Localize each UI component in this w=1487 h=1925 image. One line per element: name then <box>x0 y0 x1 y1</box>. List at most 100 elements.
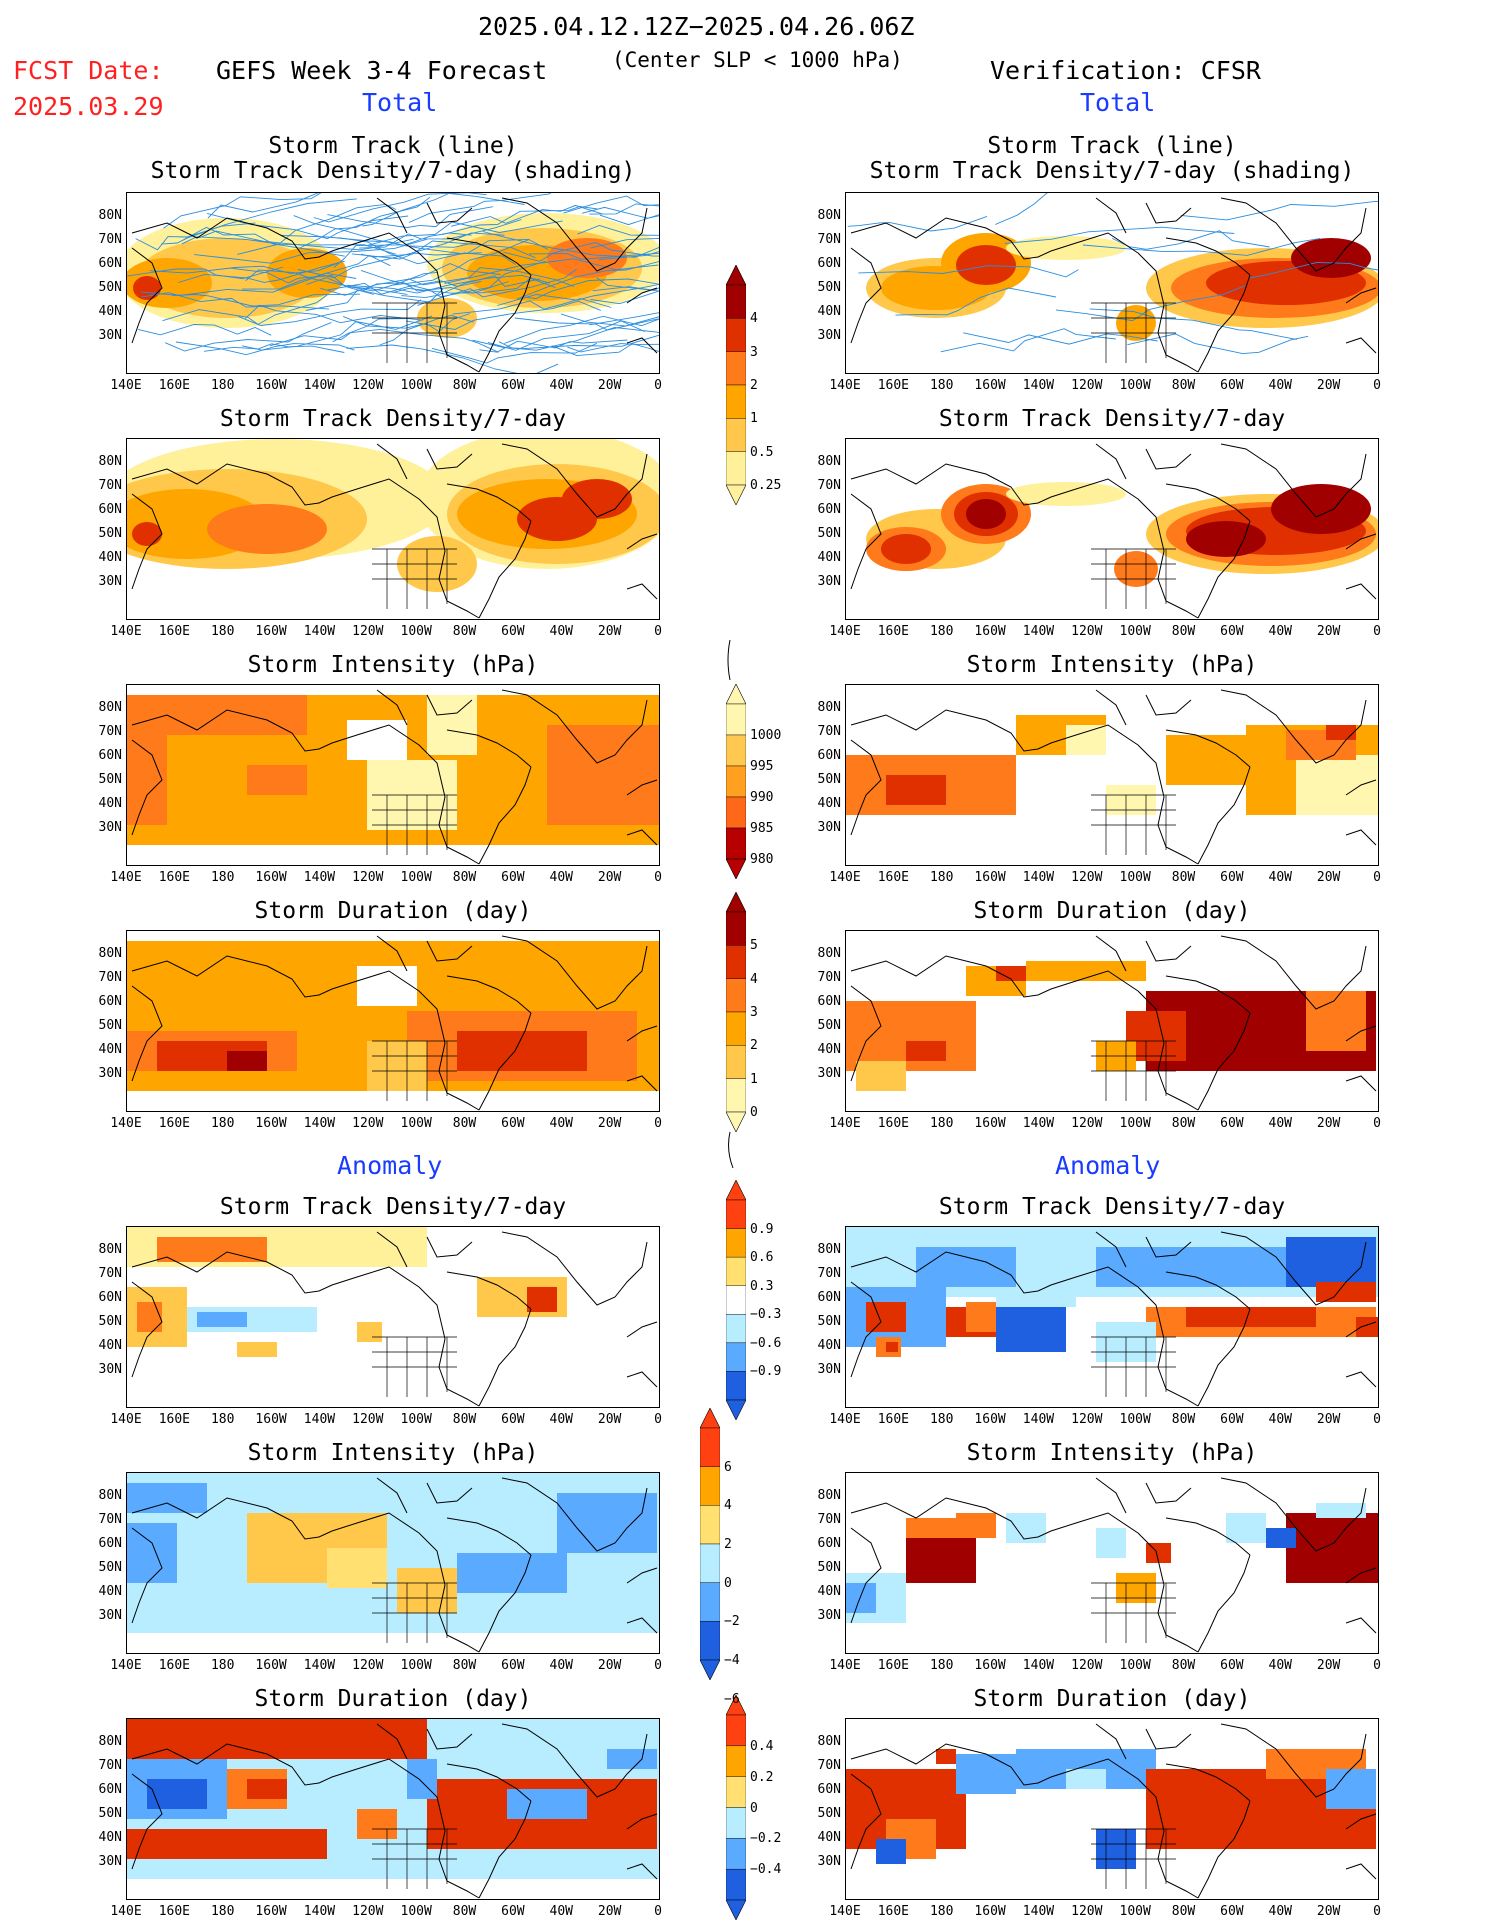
coastline <box>850 247 882 344</box>
storm-track-line <box>141 292 330 310</box>
lon-label: 100W <box>400 1412 432 1427</box>
colorbar-label: −0.3 <box>750 1307 782 1323</box>
coastline <box>1220 1723 1367 1798</box>
coastline <box>501 1723 648 1798</box>
lat-label: 80N <box>817 1734 841 1749</box>
map-density-total-forecast <box>126 438 660 620</box>
lat-label: 30N <box>98 328 122 343</box>
lon-label: 160W <box>255 624 287 639</box>
storm-track-line <box>137 323 272 336</box>
lon-label: 60W <box>1220 1904 1244 1919</box>
slp-subtitle: (Center SLP < 1000 hPa) <box>612 48 903 72</box>
colorbar-label: 0 <box>724 1575 732 1591</box>
storm-track-line <box>405 300 601 330</box>
storm-track-line <box>313 193 487 223</box>
lat-label: 30N <box>817 1854 841 1869</box>
field-shading <box>886 775 946 805</box>
lon-label: 160W <box>974 1412 1006 1427</box>
lon-label: 140W <box>303 1116 336 1131</box>
coastline <box>1345 779 1377 846</box>
colorbar-intensity-anom <box>699 1407 721 1684</box>
state-borders <box>1091 794 1176 855</box>
lon-label: 60W <box>501 1116 525 1131</box>
coastline <box>626 1321 658 1388</box>
lat-label: 60N <box>98 256 122 271</box>
title-density-total-left: Storm Track Density/7-day <box>219 406 567 432</box>
coastline <box>376 197 473 234</box>
lon-label: 80W <box>452 1658 477 1673</box>
storm-track-line <box>183 226 345 257</box>
storm-track-line <box>895 287 1057 316</box>
coastline <box>376 443 473 480</box>
map-duration-anom-verification <box>845 1718 1379 1900</box>
field-shading <box>1096 1829 1136 1869</box>
field-shading <box>247 1779 287 1799</box>
field-shading <box>357 1809 397 1839</box>
lon-label: 0 <box>1373 1116 1381 1131</box>
coastline <box>131 709 480 865</box>
storm-track-line <box>280 234 478 248</box>
lon-label: 120W <box>352 1904 384 1919</box>
storm-track-line <box>551 343 659 357</box>
coastline <box>501 1477 648 1552</box>
storm-track-line <box>498 327 659 351</box>
storm-track-line <box>332 328 499 353</box>
lat-label: 60N <box>817 1536 841 1551</box>
map-intensity-total-verification <box>845 684 1379 866</box>
colorbar-arrow <box>725 1111 747 1133</box>
field-shading <box>1286 1513 1378 1583</box>
coastline <box>131 493 163 590</box>
colorbar-label: −0.9 <box>750 1364 782 1380</box>
lon-label: 120W <box>352 1412 384 1427</box>
storm-track-line <box>401 275 540 299</box>
title-density-anom-right: Storm Track Density/7-day <box>938 1194 1286 1220</box>
lon-label: 160E <box>158 1412 191 1427</box>
field-shading <box>1291 238 1371 278</box>
lat-label: 70N <box>98 1512 122 1527</box>
storm-track-line <box>516 261 659 300</box>
colorbar-label: 0.5 <box>750 444 774 460</box>
colorbar-label: −0.4 <box>750 1862 782 1878</box>
storm-track-line <box>497 284 659 306</box>
state-borders <box>372 302 457 363</box>
coastline <box>1197 1800 1251 1899</box>
coastline <box>850 1743 1199 1899</box>
coastline <box>1165 237 1251 276</box>
lon-label: 120W <box>352 1658 384 1673</box>
field-shading <box>1006 236 1126 260</box>
lon-label: 100W <box>1119 870 1151 885</box>
colorbar-arrow <box>725 1399 747 1421</box>
field-shading <box>147 1779 207 1809</box>
coastline <box>446 1271 532 1310</box>
lon-label: 180 <box>929 378 954 393</box>
lon-label: 60W <box>1220 1116 1244 1131</box>
lon-label: 100W <box>400 870 432 885</box>
lat-label: 70N <box>98 724 122 739</box>
lon-label: 140E <box>829 378 861 393</box>
lon-label: 140E <box>829 1116 861 1131</box>
lon-label: 0 <box>654 1116 662 1131</box>
lat-label: 80N <box>817 454 841 469</box>
coastline <box>850 1527 882 1624</box>
storm-track-line <box>178 260 345 283</box>
lon-label: 0 <box>654 378 662 393</box>
storm-track-line <box>589 203 659 215</box>
coastline <box>478 1012 532 1111</box>
colorbar-label: 0.6 <box>750 1250 774 1266</box>
lon-label: 20W <box>1316 1904 1341 1919</box>
lon-label: 140W <box>1022 870 1055 885</box>
lon-label: 20W <box>1316 870 1341 885</box>
lat-label: 50N <box>98 1560 122 1575</box>
lat-label: 30N <box>817 820 841 835</box>
field-shading <box>132 522 162 546</box>
coastline <box>626 779 658 846</box>
storm-track-line <box>858 265 1079 278</box>
field-shading <box>956 1754 1016 1794</box>
state-borders <box>1091 1040 1176 1101</box>
lon-label: 140W <box>303 870 336 885</box>
lat-label: 40N <box>98 1584 122 1599</box>
lon-label: 120W <box>352 870 384 885</box>
lon-label: 60W <box>501 624 525 639</box>
lon-label: 160E <box>877 378 910 393</box>
lat-label: 80N <box>98 208 122 223</box>
